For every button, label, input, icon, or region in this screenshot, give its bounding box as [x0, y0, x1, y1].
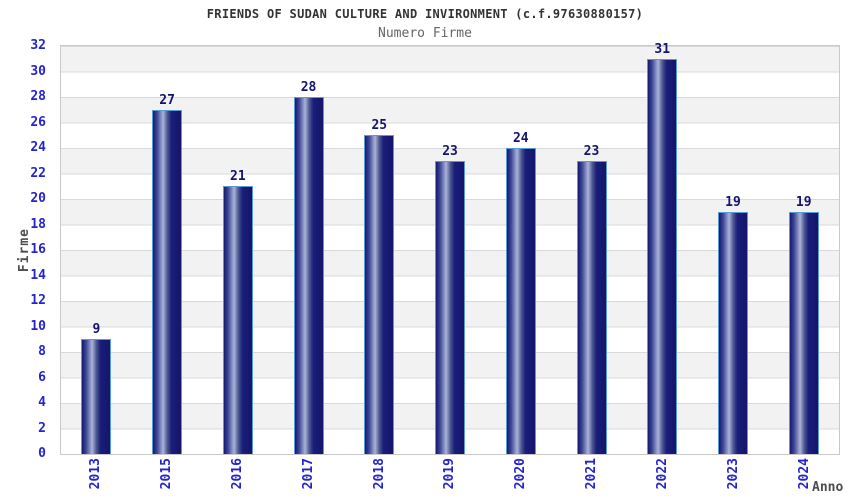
bar-value-label: 24 [512, 131, 529, 146]
x-tick-label: 2024 [797, 458, 813, 490]
bar [788, 211, 819, 454]
bar-group: 31 [627, 42, 698, 454]
y-tick-label: 26 [30, 114, 46, 130]
x-tick-label: 2017 [300, 458, 316, 490]
y-tick-label: 32 [30, 38, 46, 53]
y-tick-label: 16 [30, 242, 46, 257]
bar [647, 58, 678, 454]
bar-value-label: 31 [654, 41, 671, 57]
bar [222, 186, 253, 454]
x-tick-cell: 2020 [485, 458, 556, 489]
bar [293, 97, 324, 454]
y-tick-label: 18 [30, 216, 46, 232]
x-tick-cell: 2017 [273, 458, 344, 489]
x-tick-cell: 2022 [627, 458, 698, 489]
bar-group: 24 [485, 46, 556, 454]
bar-group: 28 [273, 46, 344, 454]
x-tick-label: 2013 [87, 458, 103, 490]
bar-group: 27 [132, 46, 203, 454]
y-tick-label: 8 [38, 344, 46, 359]
bar [505, 148, 536, 454]
y-axis-ticks: 0 2 4 6 8 10 12 14 16 18 20 22 24 26 28 30 32 [0, 38, 54, 461]
bar-group: 19 [698, 46, 769, 454]
plot-area: 9 27 21 28 25 23 24 23 31 19 19 [60, 42, 840, 455]
x-axis-labels: 2013 2015 2016 2017 2018 2019 2020 2021 2022 2023… [60, 458, 840, 500]
y-tick-label: 14 [30, 267, 46, 283]
bar-group: 23 [556, 46, 627, 454]
bar-value-label: 9 [92, 322, 101, 338]
y-tick-label: 20 [30, 191, 46, 206]
bar-value-label: 28 [300, 80, 317, 95]
x-tick-label: 2020 [513, 458, 529, 490]
y-tick-label: 0 [38, 446, 46, 461]
x-tick-cell: 2015 [131, 458, 202, 489]
x-tick-cell: 2013 [60, 458, 131, 489]
y-tick-label: 22 [30, 165, 46, 181]
y-tick-label: 24 [30, 140, 46, 155]
y-tick-label: 12 [30, 293, 46, 308]
x-tick-label: 2023 [726, 458, 742, 490]
chart-title: FRIENDS OF SUDAN CULTURE AND INVIRONMENT… [206, 7, 644, 21]
x-tick-label: 2022 [655, 458, 671, 490]
x-tick-label: 2018 [371, 458, 387, 490]
bar [81, 339, 112, 454]
bar-value-label: 25 [371, 118, 388, 134]
y-tick-label: 4 [38, 395, 46, 410]
x-tick-cell: 2016 [202, 458, 273, 489]
chart-subtitle: Numero Firme [378, 26, 472, 41]
bar-value-label: 19 [725, 194, 741, 210]
y-tick-label: 10 [30, 318, 46, 334]
bar-group: 21 [202, 46, 273, 454]
y-tick-label: 30 [30, 63, 46, 79]
bar [364, 135, 395, 454]
x-tick-cell: 2021 [556, 458, 627, 489]
x-tick-label: 2021 [584, 458, 600, 490]
bar-value-label: 19 [795, 194, 812, 210]
bar-value-label: 23 [442, 143, 458, 159]
x-tick-cell: 2023 [698, 458, 769, 489]
y-tick-label: 6 [38, 369, 46, 385]
bar-value-label: 27 [159, 92, 175, 108]
bar-group: 9 [61, 46, 132, 454]
bars: 9 27 21 28 25 23 24 23 31 19 19 [61, 42, 839, 454]
bar-value-label: 23 [583, 143, 600, 159]
x-tick-label: 2016 [229, 458, 245, 490]
y-tick-label: 2 [38, 420, 46, 436]
bar-group: 19 [768, 46, 839, 454]
bar [717, 211, 748, 454]
bar-group: 25 [344, 46, 415, 454]
bar [152, 109, 183, 454]
y-tick-label: 28 [30, 89, 46, 104]
x-tick-label: 2019 [442, 458, 458, 490]
bar-value-label: 21 [230, 169, 246, 185]
bar [576, 160, 607, 454]
x-tick-cell: 2018 [344, 458, 415, 489]
x-tick-label: 2015 [158, 458, 174, 490]
x-axis-title: Anno [812, 480, 844, 495]
bar [435, 160, 466, 454]
x-tick-cell: 2019 [415, 458, 486, 489]
bar-group: 23 [415, 46, 486, 454]
